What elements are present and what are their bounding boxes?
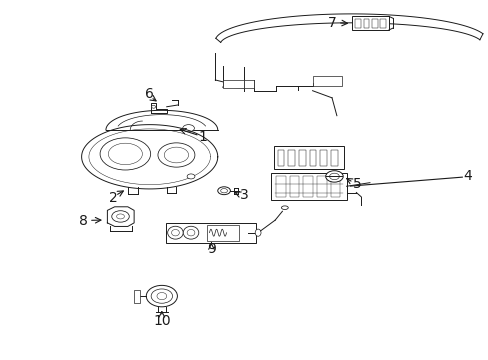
Bar [330,176,340,197]
Bar [309,150,316,166]
Text: 3: 3 [240,188,248,202]
Polygon shape [151,103,166,113]
Ellipse shape [183,125,194,132]
Bar [316,176,326,197]
Ellipse shape [255,229,261,236]
Bar [289,176,299,197]
Text: 2: 2 [109,191,117,205]
Bar [276,176,285,197]
Ellipse shape [167,226,183,239]
Text: 1: 1 [198,130,207,144]
Bar [330,150,337,166]
Bar [273,146,344,169]
Text: 4: 4 [462,170,470,184]
Bar [244,80,254,88]
Ellipse shape [157,293,166,300]
Ellipse shape [220,189,227,193]
Ellipse shape [281,206,287,210]
Ellipse shape [187,229,195,236]
Bar [371,18,377,28]
Text: 5: 5 [353,176,362,190]
Bar [303,176,312,197]
Text: 7: 7 [327,16,336,30]
Bar [206,225,238,241]
Bar [355,18,361,28]
Bar [363,18,369,28]
Polygon shape [107,207,134,226]
Bar [133,290,140,302]
Ellipse shape [329,173,339,180]
Ellipse shape [108,143,142,165]
Ellipse shape [100,138,150,170]
Ellipse shape [183,226,199,239]
Text: 9: 9 [206,242,215,256]
Text: 8: 8 [79,214,87,228]
Bar [352,17,388,30]
Ellipse shape [187,174,195,179]
Bar [298,150,305,166]
Bar [287,150,294,166]
Ellipse shape [171,229,179,236]
Bar [277,150,284,166]
Bar [222,80,244,88]
Bar [320,150,326,166]
Bar [312,76,341,86]
Bar [165,223,255,243]
Ellipse shape [158,143,195,167]
Text: 10: 10 [153,314,170,328]
Bar [379,18,385,28]
Ellipse shape [151,289,172,303]
Ellipse shape [217,187,230,195]
Ellipse shape [325,171,343,182]
Polygon shape [81,125,217,189]
Ellipse shape [116,214,124,219]
Text: 6: 6 [145,87,154,101]
Ellipse shape [151,105,155,108]
Ellipse shape [164,147,188,163]
Ellipse shape [146,285,177,307]
Bar [271,173,346,200]
Ellipse shape [112,211,129,222]
